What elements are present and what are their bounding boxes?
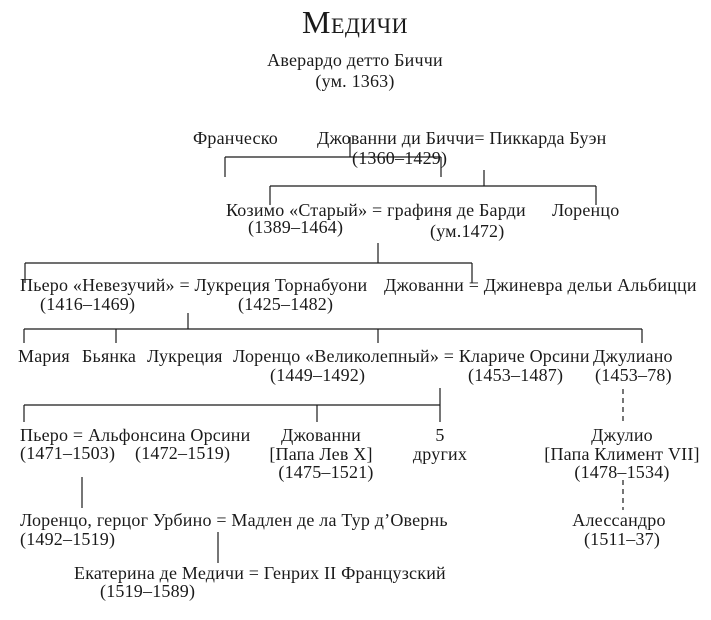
dates-clarice: (1453–1487) xyxy=(468,365,564,385)
person-giuliano: Джулиано xyxy=(593,346,673,366)
couple-giovanni-albizzi: Джованни = Джиневра дельи Альбицци xyxy=(384,275,697,295)
dates-giovanni-di-bicci: (1360–1429) xyxy=(352,148,448,168)
couple-piero-alfonsina: Пьеро = Альфонсина Орсини xyxy=(20,425,251,445)
couple-giovanni-di-bicci: Джованни ди Биччи= Пиккарда Буэн xyxy=(317,128,607,148)
dates-piero-unfortunate: (1471–1503) xyxy=(20,443,116,463)
dates-alfonsina: (1472–1519) xyxy=(135,443,231,463)
title-pope-clement: [Папа Климент VII] xyxy=(544,444,700,464)
person-bianca: Бьянка xyxy=(82,346,137,366)
dates-caterina: (1519–1589) xyxy=(100,581,196,601)
page-title: Медичи xyxy=(302,4,408,40)
others-label: других xyxy=(412,444,468,464)
person-lucrezia: Лукреция xyxy=(147,346,223,366)
person-giovanni-leo: Джованни xyxy=(280,425,362,445)
couple-cosimo: Козимо «Старый» = графиня де Барди xyxy=(226,200,526,220)
dates-alessandro: (1511–37) xyxy=(583,529,661,549)
couple-piero-gouty: Пьеро «Невезучий» = Лукреция Торнабуони xyxy=(20,275,368,295)
couple-lorenzo-urbino: Лоренцо, герцог Урбино = Мадлен де ла Ту… xyxy=(20,510,448,530)
couple-caterina: Екатерина де Медичи = Генрих II Французс… xyxy=(74,563,446,583)
dates-bardi: (ум.1472) xyxy=(430,221,505,241)
others-count: 5 xyxy=(435,425,445,445)
person-lorenzo-elder: Лоренцо xyxy=(552,200,620,220)
dates-giulio: (1478–1534) xyxy=(574,462,670,482)
dates-averardo: (ум. 1363) xyxy=(315,71,395,91)
person-alessandro: Алессандро xyxy=(572,510,666,530)
person-maria: Мария xyxy=(18,346,70,366)
dates-giovanni-leo: (1475–1521) xyxy=(278,462,374,482)
person-giulio: Джулио xyxy=(591,425,653,445)
couple-lorenzo-magnificent: Лоренцо «Великолепный» = Клариче Орсини xyxy=(233,346,590,366)
dates-cosimo: (1389–1464) xyxy=(248,217,344,237)
title-pope-leo: [Папа Лев X] xyxy=(269,444,373,464)
dates-lorenzo-magnificent: (1449–1492) xyxy=(270,365,366,385)
dates-lorenzo-urbino: (1492–1519) xyxy=(20,529,116,549)
person-francesco: Франческо xyxy=(193,128,278,148)
dates-giuliano: (1453–78) xyxy=(595,365,672,385)
person-averardo: Аверардо детто Биччи xyxy=(267,50,443,70)
dates-piero-gouty: (1416–1469) xyxy=(40,294,136,314)
dates-lucrezia-tornabuoni: (1425–1482) xyxy=(238,294,334,314)
